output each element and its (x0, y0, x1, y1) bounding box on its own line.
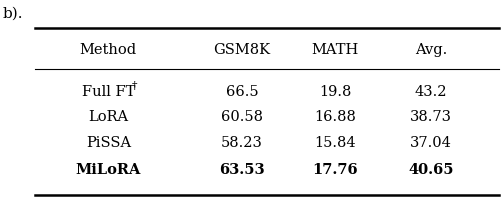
Text: Full FT: Full FT (82, 85, 135, 99)
Text: 16.88: 16.88 (314, 110, 356, 124)
Text: 19.8: 19.8 (319, 85, 351, 99)
Text: 58.23: 58.23 (221, 136, 263, 150)
Text: 15.84: 15.84 (314, 136, 356, 150)
Text: Method: Method (80, 43, 137, 57)
Text: PiSSA: PiSSA (86, 136, 131, 150)
Text: MiLoRA: MiLoRA (76, 163, 141, 177)
Text: 60.58: 60.58 (221, 110, 263, 124)
Text: Avg.: Avg. (415, 43, 447, 57)
Text: 37.04: 37.04 (410, 136, 452, 150)
Text: 66.5: 66.5 (226, 85, 258, 99)
Text: 40.65: 40.65 (408, 163, 454, 177)
Text: 63.53: 63.53 (219, 163, 265, 177)
Text: GSM8K: GSM8K (213, 43, 271, 57)
Text: MATH: MATH (311, 43, 359, 57)
Text: LoRA: LoRA (88, 110, 129, 124)
Text: b).: b). (3, 6, 23, 20)
Text: 17.76: 17.76 (312, 163, 358, 177)
Text: 43.2: 43.2 (415, 85, 447, 99)
Text: 38.73: 38.73 (410, 110, 452, 124)
Text: †: † (132, 81, 137, 91)
